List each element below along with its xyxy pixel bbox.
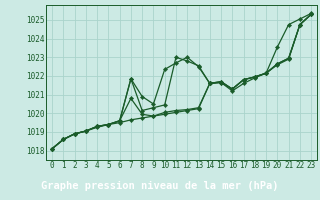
Text: Graphe pression niveau de la mer (hPa): Graphe pression niveau de la mer (hPa): [41, 181, 279, 191]
